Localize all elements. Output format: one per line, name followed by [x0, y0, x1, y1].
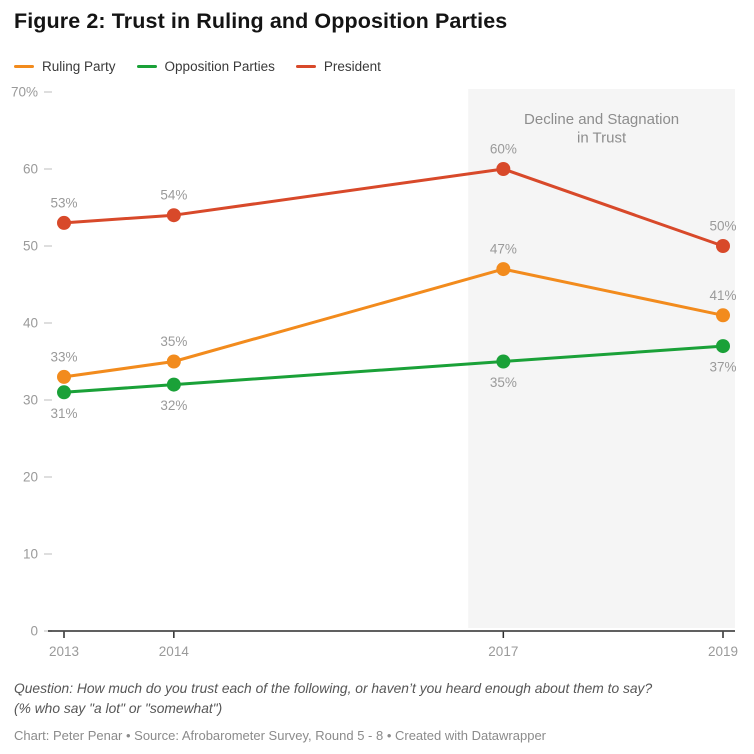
series-line-president	[63, 167, 724, 248]
x-tick-label-2013: 2013	[49, 644, 79, 659]
legend-item-president: President	[295, 59, 381, 74]
question-line-2: (% who say "a lot" or "somewhat")	[14, 700, 223, 716]
y-tick-label-50: 50	[23, 239, 38, 254]
point-president-2013[interactable]	[57, 215, 71, 230]
point-ruling-party-2017[interactable]	[496, 262, 511, 277]
data-label-president-2017: 60%	[490, 142, 517, 157]
x-tick-label-2017: 2017	[488, 644, 518, 659]
y-tick-label-40: 40	[23, 316, 38, 331]
data-label-president-2013: 53%	[50, 195, 77, 210]
data-label-ruling-party-2014: 35%	[160, 334, 187, 349]
legend-swatch-ruling-party	[14, 64, 34, 69]
point-president-2014[interactable]	[166, 208, 181, 223]
credit-line: Chart: Peter Penar • Source: Afrobaromet…	[14, 728, 547, 744]
data-label-ruling-party-2013: 33%	[50, 349, 77, 364]
legend-swatch-president	[295, 64, 316, 69]
annotation-line-2: in Trust	[577, 130, 627, 147]
annotation-line-1: Decline and Stagnation	[524, 111, 679, 128]
x-tick-label-2019: 2019	[708, 644, 738, 659]
point-president-2017[interactable]	[496, 162, 511, 176]
point-ruling-party-2014[interactable]	[166, 354, 181, 369]
point-ruling-party-2013[interactable]	[57, 369, 71, 384]
data-label-opposition-parties-2014: 32%	[160, 398, 187, 413]
data-label-opposition-parties-2017: 35%	[490, 375, 517, 390]
y-tick-label-0: 0	[30, 624, 38, 639]
data-label-ruling-party-2017: 47%	[490, 242, 517, 257]
chart-title: Figure 2: Trust in Ruling and Opposition…	[14, 9, 508, 33]
point-ruling-party-2019[interactable]	[715, 308, 730, 323]
point-president-2019[interactable]	[715, 239, 730, 253]
series-line-ruling-party	[63, 267, 724, 379]
y-tick-label-20: 20	[23, 470, 38, 485]
point-opposition-parties-2019[interactable]	[715, 339, 730, 354]
y-tick-label-10: 10	[23, 547, 38, 562]
data-label-opposition-parties-2019: 37%	[709, 360, 736, 375]
legend-swatch-opposition-parties	[136, 64, 157, 69]
legend: Ruling Party Opposition Parties Presiden…	[14, 59, 381, 74]
legend-label-ruling-party: Ruling Party	[42, 59, 116, 74]
series-line-opposition-parties	[63, 344, 724, 394]
legend-label-opposition-parties: Opposition Parties	[164, 59, 275, 74]
data-label-opposition-parties-2013: 31%	[50, 406, 77, 421]
point-opposition-parties-2017[interactable]	[496, 354, 511, 369]
legend-label-president: President	[323, 59, 381, 74]
x-tick-label-2014: 2014	[159, 644, 190, 659]
y-tick-label-60: 60	[23, 162, 38, 177]
highlight-region	[468, 89, 735, 628]
y-tick-label-30: 30	[23, 393, 38, 408]
y-tick-label-70: 70%	[11, 85, 38, 100]
point-opposition-parties-2014[interactable]	[166, 377, 181, 392]
data-label-president-2014: 54%	[160, 188, 187, 203]
data-label-ruling-party-2019: 41%	[709, 288, 736, 303]
question-note: Question: How much do you trust each of …	[14, 679, 740, 718]
data-label-president-2019: 50%	[709, 219, 736, 234]
legend-item-opposition-parties: Opposition Parties	[136, 59, 275, 74]
question-line-1: Question: How much do you trust each of …	[14, 681, 653, 696]
chart-footer: Question: How much do you trust each of …	[14, 679, 740, 743]
point-opposition-parties-2013[interactable]	[57, 385, 71, 400]
legend-item-ruling-party: Ruling Party	[14, 59, 116, 74]
